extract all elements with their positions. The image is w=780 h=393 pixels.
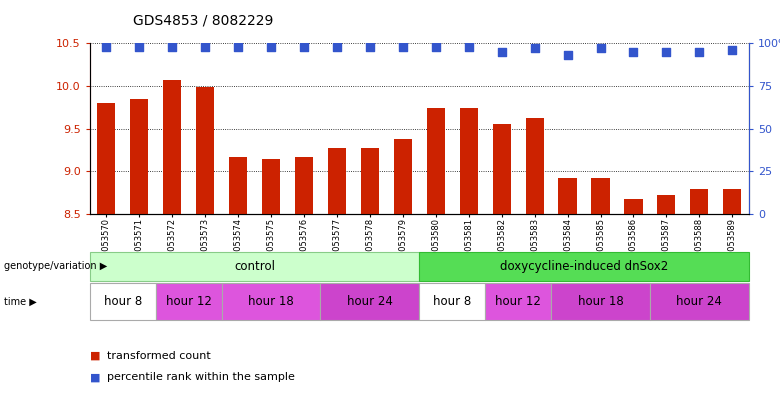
Bar bbox=[427, 108, 445, 214]
Text: hour 18: hour 18 bbox=[578, 295, 623, 308]
Point bbox=[199, 44, 211, 50]
Bar bbox=[493, 125, 511, 214]
Bar bbox=[551, 283, 650, 320]
Bar bbox=[229, 157, 247, 214]
Point bbox=[430, 44, 442, 50]
Text: control: control bbox=[234, 260, 275, 273]
Bar bbox=[90, 252, 420, 281]
Bar bbox=[130, 99, 148, 214]
Bar bbox=[558, 178, 576, 214]
Point bbox=[166, 44, 179, 50]
Text: percentile rank within the sample: percentile rank within the sample bbox=[107, 372, 295, 382]
Point bbox=[726, 47, 739, 53]
Text: hour 8: hour 8 bbox=[104, 295, 142, 308]
Bar bbox=[295, 157, 313, 214]
Point bbox=[693, 49, 706, 55]
Bar bbox=[156, 283, 222, 320]
Text: hour 8: hour 8 bbox=[433, 295, 471, 308]
Bar bbox=[361, 149, 379, 214]
Bar bbox=[394, 139, 412, 214]
Bar bbox=[420, 283, 485, 320]
Point bbox=[331, 44, 343, 50]
Bar bbox=[723, 189, 741, 214]
Text: hour 24: hour 24 bbox=[676, 295, 722, 308]
Bar bbox=[526, 118, 544, 214]
Text: hour 18: hour 18 bbox=[248, 295, 294, 308]
Point bbox=[298, 44, 310, 50]
Point bbox=[562, 52, 574, 58]
Text: ■: ■ bbox=[90, 351, 100, 361]
Bar bbox=[328, 149, 346, 214]
Text: transformed count: transformed count bbox=[107, 351, 211, 361]
Point bbox=[396, 44, 409, 50]
Text: GDS4853 / 8082229: GDS4853 / 8082229 bbox=[133, 14, 273, 28]
Point bbox=[627, 49, 640, 55]
Bar bbox=[459, 108, 477, 214]
Bar bbox=[98, 103, 115, 214]
Text: genotype/variation ▶: genotype/variation ▶ bbox=[4, 261, 107, 271]
Bar bbox=[420, 252, 749, 281]
Text: hour 12: hour 12 bbox=[165, 295, 211, 308]
Bar bbox=[625, 199, 643, 214]
Text: doxycycline-induced dnSox2: doxycycline-induced dnSox2 bbox=[500, 260, 668, 273]
Bar bbox=[321, 283, 420, 320]
Point bbox=[133, 44, 145, 50]
Bar bbox=[591, 178, 609, 214]
Bar bbox=[196, 87, 214, 214]
Bar bbox=[658, 195, 675, 214]
Point bbox=[660, 49, 672, 55]
Bar bbox=[222, 283, 321, 320]
Bar bbox=[90, 283, 156, 320]
Bar bbox=[690, 189, 708, 214]
Text: ■: ■ bbox=[90, 372, 100, 382]
Bar bbox=[163, 80, 181, 214]
Text: time ▶: time ▶ bbox=[4, 297, 37, 307]
Text: hour 12: hour 12 bbox=[495, 295, 541, 308]
Point bbox=[594, 45, 607, 51]
Point bbox=[495, 49, 508, 55]
Point bbox=[232, 44, 244, 50]
Point bbox=[100, 44, 112, 50]
Bar bbox=[485, 283, 551, 320]
Point bbox=[463, 44, 475, 50]
Point bbox=[264, 44, 277, 50]
Point bbox=[528, 45, 541, 51]
Text: hour 24: hour 24 bbox=[347, 295, 393, 308]
Bar bbox=[650, 283, 749, 320]
Bar bbox=[262, 160, 280, 214]
Point bbox=[363, 44, 376, 50]
